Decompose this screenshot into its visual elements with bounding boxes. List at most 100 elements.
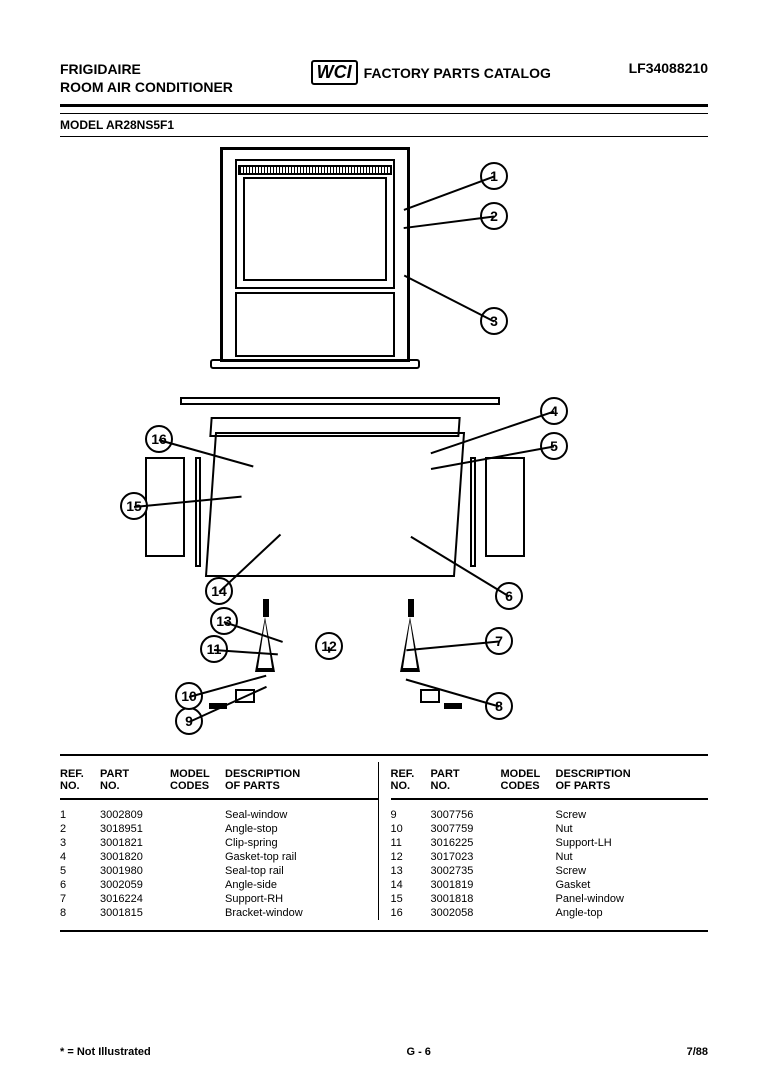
screw-13: [263, 599, 269, 617]
cell-ref: 14: [391, 879, 431, 891]
cell-model: [170, 809, 225, 821]
page: FRIGIDAIRE ROOM AIR CONDITIONER WCI FACT…: [0, 0, 768, 1088]
cell-part: 3001819: [431, 879, 501, 891]
cell-model: [501, 907, 556, 919]
cell-model: [501, 809, 556, 821]
cell-part: 3018951: [100, 823, 170, 835]
leader-2: [404, 216, 494, 229]
cell-part: 3007759: [431, 823, 501, 835]
header-mid: WCI FACTORY PARTS CATALOG: [311, 60, 551, 85]
window-sill: [210, 359, 420, 369]
cell-ref: 7: [60, 893, 100, 905]
th-desc: DESCRIPTION OF PARTS: [556, 768, 709, 792]
catalog-title: FACTORY PARTS CATALOG: [364, 65, 551, 81]
cell-ref: 9: [391, 809, 431, 821]
cell-desc: Seal-window: [225, 809, 378, 821]
cell-model: [170, 823, 225, 835]
screw-8r: [444, 703, 462, 709]
cell-desc: Gasket: [556, 879, 709, 891]
table-row: 23018951 Angle-stop: [60, 822, 378, 836]
cell-desc: Gasket-top rail: [225, 851, 378, 863]
cell-model: [170, 907, 225, 919]
cell-desc: Angle-top: [556, 907, 709, 919]
model-label: MODEL AR28NS5F1: [60, 113, 708, 136]
cell-desc: Screw: [556, 865, 709, 877]
cell-desc: Bracket-window: [225, 907, 378, 919]
table-row: 63002059Angle-side: [60, 878, 378, 892]
cell-part: 3016225: [431, 837, 501, 849]
table-header: REF. NO. PART NO. MODEL CODES DESCRIPTIO…: [391, 762, 709, 800]
table-row: 73016224 Support-RH: [60, 892, 378, 906]
window-glass: [243, 177, 387, 281]
cell-desc: Support-RH: [225, 893, 378, 905]
wci-logo: WCI: [311, 60, 358, 85]
cell-ref: 5: [60, 865, 100, 877]
top-rail: [180, 397, 500, 405]
cell-desc: Clip-spring: [225, 837, 378, 849]
cell-desc: Nut: [556, 851, 709, 863]
window-seal-top: [238, 165, 392, 175]
cell-desc: Nut: [556, 823, 709, 835]
th-model: MODEL CODES: [170, 768, 225, 792]
bracket-window-right: [420, 689, 440, 703]
table-row: 83001815Bracket-window: [60, 906, 378, 920]
screw-7top: [408, 599, 414, 617]
th-ref: REF. NO.: [391, 768, 431, 792]
cell-part: 3001820: [100, 851, 170, 863]
cell-ref: 10: [391, 823, 431, 835]
header-left: FRIGIDAIRE ROOM AIR CONDITIONER: [60, 60, 233, 96]
cell-desc: Angle-stop: [225, 823, 378, 835]
side-panel-left: [145, 457, 185, 557]
cell-part: 3002059: [100, 879, 170, 891]
th-ref: REF. NO.: [60, 768, 100, 792]
cell-ref: 12: [391, 851, 431, 863]
side-panel-right: [485, 457, 525, 557]
cell-desc: Panel-window: [556, 893, 709, 905]
cell-model: [501, 851, 556, 863]
cell-part: 3001980: [100, 865, 170, 877]
cell-part: 3001818: [431, 893, 501, 905]
footer-date: 7/88: [687, 1046, 708, 1058]
cell-ref: 6: [60, 879, 100, 891]
cell-ref: 16: [391, 907, 431, 919]
cell-part: 3001815: [100, 907, 170, 919]
brand: FRIGIDAIRE: [60, 60, 233, 78]
table-row: 33001821Clip-spring: [60, 836, 378, 850]
cell-ref: 1: [60, 809, 100, 821]
cell-model: [170, 837, 225, 849]
cell-ref: 2: [60, 823, 100, 835]
cell-model: [501, 893, 556, 905]
th-model: MODEL CODES: [501, 768, 556, 792]
th-part: PART NO.: [100, 768, 170, 792]
doc-number: LF34088210: [629, 60, 708, 76]
table-row: 53001980 Seal-top rail: [60, 864, 378, 878]
cell-part: 3016224: [100, 893, 170, 905]
cell-model: [170, 865, 225, 877]
footer-page: G - 6: [406, 1046, 430, 1058]
product: ROOM AIR CONDITIONER: [60, 78, 233, 96]
footer-note: * = Not Illustrated: [60, 1046, 151, 1058]
leader-1: [404, 176, 495, 211]
table-row: 103007759 Nut: [391, 822, 709, 836]
gasket-left: [195, 457, 201, 567]
table-row: 113016225Support-LH: [391, 836, 709, 850]
footer: * = Not Illustrated G - 6 7/88: [60, 1046, 708, 1058]
cell-model: [501, 879, 556, 891]
cell-model: [501, 823, 556, 835]
parts-table: REF. NO. PART NO. MODEL CODES DESCRIPTIO…: [60, 762, 708, 932]
table-row: 123017023Nut: [391, 850, 709, 864]
cell-part: 3002809: [100, 809, 170, 821]
table-row: 43001820 Gasket-top rail: [60, 850, 378, 864]
table-row: 153001818Panel-window: [391, 892, 709, 906]
table-row: 13002809 Seal-window: [60, 808, 378, 822]
th-desc: DESCRIPTION OF PARTS: [225, 768, 378, 792]
cell-part: 3002058: [431, 907, 501, 919]
cabinet-box: [205, 432, 465, 577]
cell-desc: Seal-top rail: [225, 865, 378, 877]
table-row: 93007756Screw: [391, 808, 709, 822]
cell-ref: 4: [60, 851, 100, 863]
support-rh: [400, 617, 420, 672]
cell-ref: 13: [391, 865, 431, 877]
cell-desc: Support-LH: [556, 837, 709, 849]
header: FRIGIDAIRE ROOM AIR CONDITIONER WCI FACT…: [60, 60, 708, 107]
